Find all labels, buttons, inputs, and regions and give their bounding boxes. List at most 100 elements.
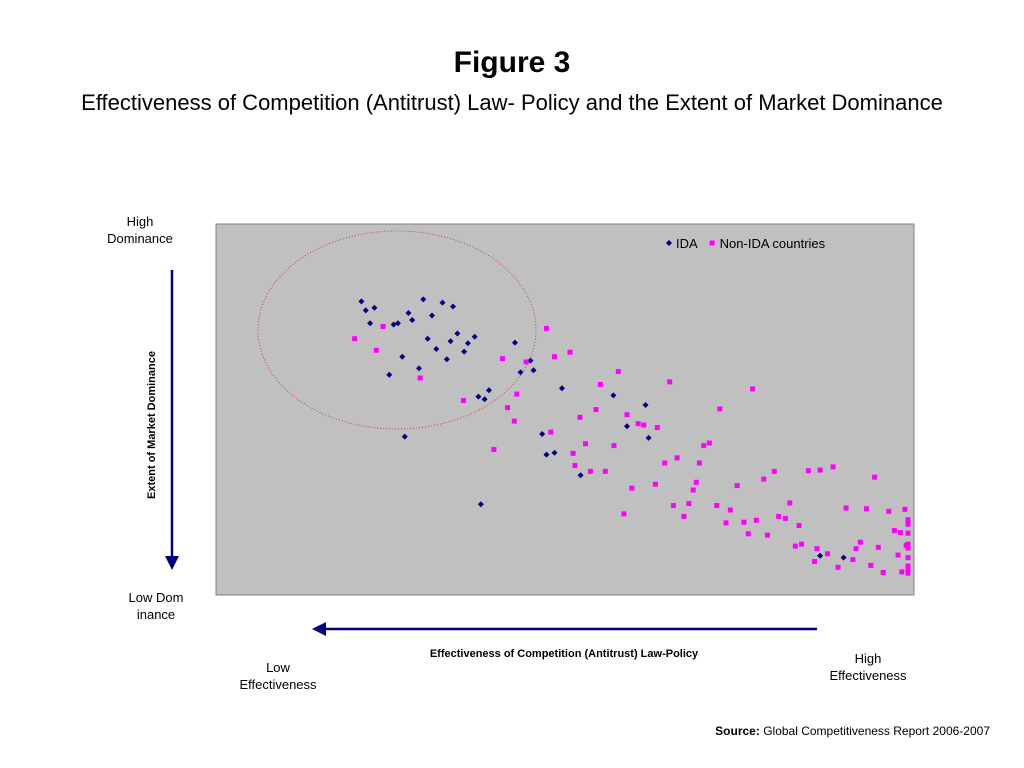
non-ida-countries-point: [734, 483, 740, 489]
ida-point: [642, 402, 649, 409]
non-ida-countries-point: [857, 539, 863, 545]
non-ida-countries-point: [380, 323, 386, 329]
non-ida-countries-point: [727, 507, 733, 513]
legend-non-ida-countries-label: Non-IDA countries: [720, 236, 826, 251]
non-ida-countries-point: [572, 463, 578, 469]
plot-area: [215, 223, 915, 596]
ida-point: [439, 299, 446, 306]
non-ida-countries-point: [905, 555, 911, 561]
non-ida-countries-point: [635, 421, 641, 427]
legend-ida-marker: [666, 240, 672, 246]
non-ida-countries-point: [843, 505, 849, 511]
y-bottom-label: Low Dominance: [128, 590, 184, 622]
non-ida-countries-point: [681, 513, 687, 519]
non-ida-countries-point: [511, 418, 517, 424]
non-ida-countries-point: [799, 541, 805, 547]
non-ida-countries-point: [352, 336, 358, 342]
non-ida-countries-point: [500, 356, 506, 362]
ida-point: [390, 321, 397, 328]
non-ida-countries-point: [567, 349, 573, 355]
non-ida-countries-point: [667, 379, 673, 385]
ida-point: [817, 552, 824, 559]
ida-point: [428, 312, 435, 319]
data-points: [352, 296, 911, 576]
ida-point: [543, 451, 550, 458]
ida-point: [420, 296, 427, 303]
legend: IDA Non-IDA countries: [666, 236, 826, 251]
cluster-ellipse: [257, 230, 537, 430]
ida-point: [405, 309, 412, 316]
non-ida-countries-point: [796, 522, 802, 528]
y-top-label: High Dominance: [107, 214, 173, 246]
ida-point: [511, 339, 518, 346]
non-ida-countries-point: [812, 559, 818, 565]
source-text: Global Competitiveness Report 2006-2007: [763, 724, 990, 738]
non-ida-countries-point: [505, 405, 511, 411]
figure-title: Figure 3: [453, 46, 571, 79]
ida-point: [399, 353, 406, 360]
axis-arrows: [165, 270, 817, 636]
ida-point: [409, 317, 416, 324]
non-ida-countries-point: [905, 519, 911, 525]
non-ida-countries-point: [629, 485, 635, 491]
ida-point: [471, 333, 478, 340]
non-ida-countries-point: [792, 543, 798, 549]
non-ida-countries-point: [817, 467, 823, 473]
non-ida-countries-point: [690, 487, 696, 493]
non-ida-countries-point: [771, 468, 777, 474]
non-ida-countries-point: [548, 429, 554, 435]
ida-point: [461, 348, 468, 355]
ida-point: [358, 298, 365, 305]
non-ida-countries-point: [764, 532, 770, 538]
non-ida-countries-point: [905, 570, 911, 576]
ida-point: [610, 392, 617, 399]
x-right-label: High Effectiveness: [829, 651, 907, 683]
non-ida-countries-point: [868, 562, 874, 568]
figure-subtitle: Effectiveness of Competition (Antitrust)…: [81, 90, 943, 115]
non-ida-countries-point: [652, 481, 658, 487]
ida-point: [367, 320, 374, 327]
non-ida-countries-point: [905, 563, 911, 569]
non-ida-countries-point: [902, 506, 908, 512]
non-ida-countries-point: [723, 520, 729, 526]
non-ida-countries-point: [417, 375, 423, 381]
ida-point: [401, 433, 408, 440]
x-axis-title: Effectiveness of Competition (Antitrust)…: [429, 648, 699, 660]
non-ida-countries-point: [544, 325, 550, 331]
non-ida-countries-point: [373, 347, 379, 353]
non-ida-countries-point: [641, 422, 647, 428]
non-ida-countries-point: [872, 474, 878, 480]
ida-point: [394, 320, 401, 327]
non-ida-countries-point: [706, 440, 712, 446]
non-ida-countries-point: [864, 506, 870, 512]
non-ida-countries-point: [570, 450, 576, 456]
y-axis-arrowhead: [165, 556, 179, 570]
non-ida-countries-point: [905, 530, 911, 536]
ida-point: [386, 371, 393, 378]
ida-point: [623, 423, 630, 430]
non-ida-countries-point: [615, 369, 621, 375]
ida-point: [362, 307, 369, 314]
non-ida-countries-point: [905, 521, 911, 527]
non-ida-countries-point: [587, 468, 593, 474]
ida-point: [477, 501, 484, 508]
ida-point: [415, 365, 422, 372]
non-ida-countries-point: [905, 545, 911, 551]
non-ida-countries-point: [782, 515, 788, 521]
ida-point: [527, 357, 534, 364]
non-ida-countries-point: [514, 391, 520, 397]
non-ida-countries-point: [717, 406, 723, 412]
ida-point: [475, 393, 482, 400]
non-ida-countries-point: [850, 557, 856, 563]
non-ida-countries-point: [886, 508, 892, 514]
non-ida-countries-point: [597, 381, 603, 387]
non-ida-countries-point: [741, 519, 747, 525]
non-ida-countries-point: [461, 398, 467, 404]
ida-point: [517, 369, 524, 376]
ida-point: [539, 431, 546, 438]
ida-point: [481, 396, 488, 403]
non-ida-countries-point: [491, 446, 497, 452]
source-line: Source: Global Competitiveness Report 20…: [715, 724, 990, 738]
non-ida-countries-point: [696, 460, 702, 466]
